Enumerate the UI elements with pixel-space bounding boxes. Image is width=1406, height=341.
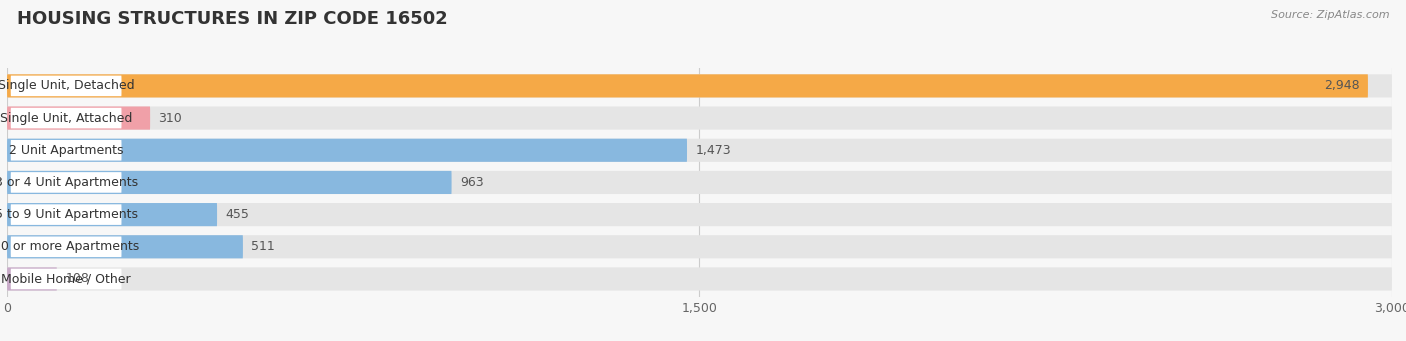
FancyBboxPatch shape (7, 235, 1392, 258)
FancyBboxPatch shape (7, 267, 56, 291)
Text: 1,473: 1,473 (696, 144, 731, 157)
FancyBboxPatch shape (7, 171, 451, 194)
FancyBboxPatch shape (7, 171, 1392, 194)
Text: 455: 455 (225, 208, 249, 221)
FancyBboxPatch shape (11, 76, 121, 96)
FancyBboxPatch shape (7, 139, 688, 162)
Text: 5 to 9 Unit Apartments: 5 to 9 Unit Apartments (0, 208, 138, 221)
FancyBboxPatch shape (11, 204, 121, 225)
FancyBboxPatch shape (11, 269, 121, 289)
FancyBboxPatch shape (11, 237, 121, 257)
FancyBboxPatch shape (7, 203, 217, 226)
Text: Single Unit, Detached: Single Unit, Detached (0, 79, 135, 92)
Text: Single Unit, Attached: Single Unit, Attached (0, 112, 132, 124)
FancyBboxPatch shape (7, 235, 243, 258)
FancyBboxPatch shape (7, 203, 1392, 226)
Text: HOUSING STRUCTURES IN ZIP CODE 16502: HOUSING STRUCTURES IN ZIP CODE 16502 (17, 10, 447, 28)
FancyBboxPatch shape (11, 140, 121, 161)
Text: 310: 310 (159, 112, 183, 124)
FancyBboxPatch shape (7, 74, 1368, 98)
FancyBboxPatch shape (7, 106, 1392, 130)
FancyBboxPatch shape (7, 74, 1392, 98)
Text: 511: 511 (252, 240, 276, 253)
Text: Mobile Home / Other: Mobile Home / Other (1, 272, 131, 285)
Text: 3 or 4 Unit Apartments: 3 or 4 Unit Apartments (0, 176, 138, 189)
FancyBboxPatch shape (11, 172, 121, 193)
FancyBboxPatch shape (11, 108, 121, 128)
Text: 108: 108 (65, 272, 89, 285)
Text: 2,948: 2,948 (1324, 79, 1360, 92)
FancyBboxPatch shape (7, 267, 1392, 291)
FancyBboxPatch shape (7, 139, 1392, 162)
Text: 10 or more Apartments: 10 or more Apartments (0, 240, 139, 253)
Text: 963: 963 (460, 176, 484, 189)
Text: Source: ZipAtlas.com: Source: ZipAtlas.com (1271, 10, 1389, 20)
FancyBboxPatch shape (7, 106, 150, 130)
Text: 2 Unit Apartments: 2 Unit Apartments (8, 144, 124, 157)
